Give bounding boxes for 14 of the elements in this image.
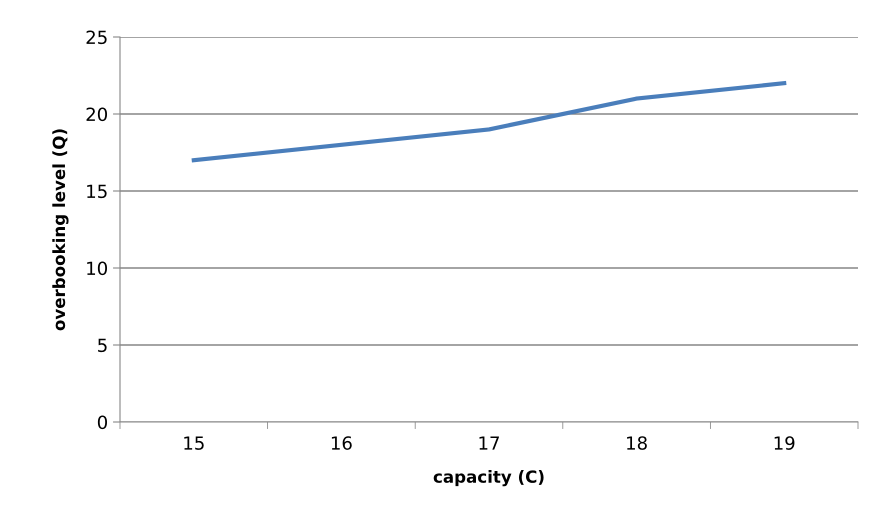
x-tick-label: 15 — [184, 436, 204, 450]
y-tick-label: 0 — [98, 415, 107, 430]
x-tick-label: 19 — [774, 436, 794, 450]
x-tick-label: 18 — [627, 436, 647, 450]
x-tick-label: 16 — [332, 436, 352, 450]
x-axis-title: capacity (C) — [434, 470, 544, 486]
y-tick-label: 15 — [87, 184, 107, 198]
line-series — [192, 81, 786, 162]
x-tick-label: 17 — [479, 436, 499, 450]
y-tick-label: 5 — [98, 338, 107, 352]
y-tick-label: 20 — [86, 107, 107, 122]
y-tick-label: 10 — [87, 261, 107, 276]
y-tick-label: 25 — [86, 30, 107, 44]
y-axis-title: overbooking level (Q) — [52, 129, 69, 330]
